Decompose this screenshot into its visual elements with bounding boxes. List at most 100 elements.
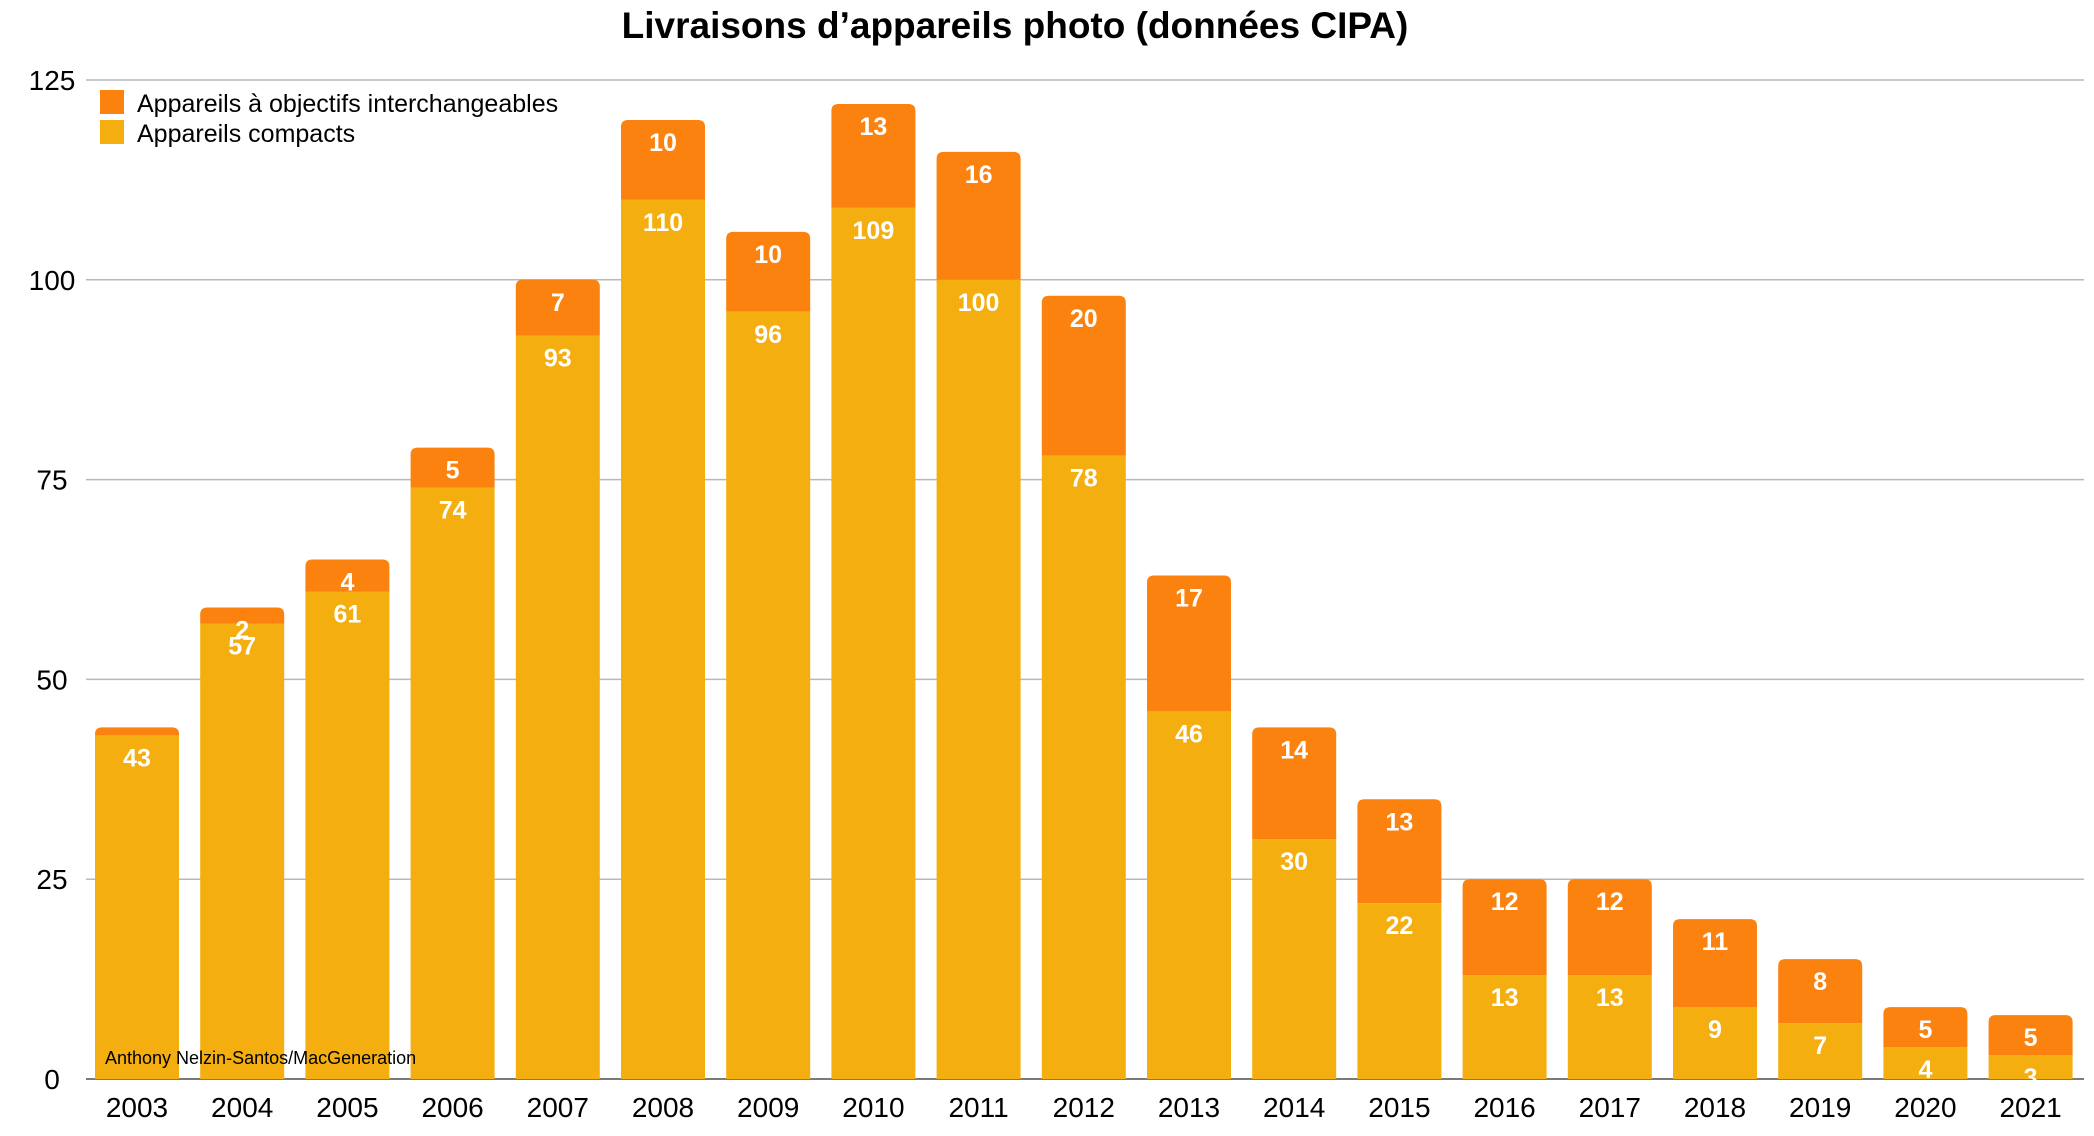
x-tick-label-2005: 2005	[316, 1092, 378, 1123]
bar-interchangeable-2009	[726, 231, 811, 312]
x-tick-label-2015: 2015	[1368, 1092, 1430, 1123]
bar-interchangeable-2005	[305, 559, 390, 592]
value-label-interchangeable-2015: 13	[1385, 808, 1413, 836]
value-label-interchangeable-2005: 4	[340, 569, 354, 597]
x-tick-label-2018: 2018	[1684, 1092, 1746, 1123]
bar-compact-2017	[1567, 975, 1652, 1079]
bar-compact-2016	[1462, 975, 1547, 1079]
value-label-compact-2020: 4	[1918, 1056, 1932, 1084]
bar-interchangeable-2017	[1567, 879, 1652, 976]
bar-interchangeable-2013	[1147, 575, 1231, 712]
x-tick-label-2013: 2013	[1158, 1092, 1220, 1123]
x-tick-label-2012: 2012	[1053, 1092, 1115, 1123]
value-label-interchangeable-2013: 17	[1175, 585, 1203, 613]
x-tick-label-2003: 2003	[106, 1092, 168, 1123]
value-label-interchangeable-2021: 5	[2024, 1024, 2038, 1052]
bar-compact-2008	[621, 199, 705, 1079]
bar-interchangeable-2003	[95, 727, 179, 736]
bar-compact-2018	[1673, 1007, 1757, 1079]
legend-label-interchangeable: Appareils à objectifs interchangeables	[137, 90, 558, 118]
bar-interchangeable-2012	[1041, 295, 1126, 456]
x-tick-label-2019: 2019	[1789, 1092, 1851, 1123]
bar-interchangeable-2010	[831, 103, 916, 208]
y-tick-label-25: 25	[36, 864, 67, 895]
bar-compact-2014	[1252, 839, 1337, 1079]
y-tick-label-50: 50	[36, 664, 67, 695]
y-tick-label-125: 125	[29, 65, 76, 96]
bar-interchangeable-2015	[1357, 799, 1442, 904]
value-label-interchangeable-2020: 5	[1918, 1016, 1932, 1044]
bar-compact-2012	[1041, 455, 1126, 1079]
bar-compact-2009	[726, 311, 811, 1079]
x-tick-label-2017: 2017	[1579, 1092, 1641, 1123]
bar-compact-2007	[515, 335, 600, 1079]
bar-compact-2003	[95, 735, 179, 1079]
value-label-compact-2005: 61	[333, 600, 361, 628]
value-label-compact-2014: 30	[1280, 848, 1308, 876]
bar-interchangeable-2020	[1883, 1007, 1968, 1048]
bar-compact-2005	[305, 591, 390, 1079]
value-label-compact-2013: 46	[1175, 720, 1203, 748]
value-label-compact-2006: 74	[439, 497, 467, 525]
credit-annotation: Anthony Nelzin-Santos/MacGeneration	[105, 1048, 416, 1068]
x-tick-label-2010: 2010	[842, 1092, 904, 1123]
value-label-interchangeable-2011: 16	[965, 161, 993, 189]
bar-interchangeable-2007	[515, 279, 600, 336]
y-tick-label-0: 0	[44, 1064, 60, 1095]
value-label-compact-2010: 109	[853, 217, 895, 245]
value-label-compact-2003: 43	[123, 744, 151, 772]
x-tick-label-2009: 2009	[737, 1092, 799, 1123]
x-tick-label-2014: 2014	[1263, 1092, 1325, 1123]
bar-compact-2021	[1988, 1055, 2073, 1079]
bar-compact-2010	[831, 207, 916, 1079]
value-label-compact-2017: 13	[1596, 984, 1624, 1012]
x-tick-label-2007: 2007	[527, 1092, 589, 1123]
bar-interchangeable-2021	[1988, 1015, 2073, 1056]
y-axis-tick-labels: 0 25 50 75 100 125	[29, 65, 76, 1095]
bar-compact-2004	[200, 623, 285, 1079]
value-label-compact-2004: 57	[228, 632, 256, 660]
x-tick-label-2004: 2004	[211, 1092, 273, 1123]
value-label-interchangeable-2016: 12	[1491, 888, 1519, 916]
bar-compact-2006	[410, 487, 495, 1079]
value-label-interchangeable-2010: 13	[859, 113, 887, 141]
value-label-compact-2012: 78	[1070, 465, 1098, 493]
bar-compact-2020	[1883, 1047, 1968, 1079]
value-label-interchangeable-2018: 11	[1702, 928, 1729, 956]
value-label-interchangeable-2019: 8	[1813, 968, 1827, 996]
bar-interchangeable-2018	[1673, 919, 1757, 1008]
chart-title: Livraisons d’appareils photo (données CI…	[622, 5, 1409, 46]
bar-value-labels: 4357261474593711010961010913100167820461…	[123, 113, 2038, 1092]
value-label-interchangeable-2017: 12	[1596, 888, 1624, 916]
value-label-interchangeable-2006: 5	[446, 457, 460, 485]
value-label-compact-2008: 110	[643, 209, 683, 237]
value-label-interchangeable-2009: 10	[754, 241, 782, 269]
y-tick-label-100: 100	[29, 265, 76, 296]
value-label-compact-2016: 13	[1491, 984, 1519, 1012]
bar-compact-2013	[1147, 711, 1231, 1079]
x-tick-label-2008: 2008	[632, 1092, 694, 1123]
bar-compact-2015	[1357, 903, 1442, 1079]
value-label-compact-2021: 3	[2024, 1064, 2038, 1092]
bars	[95, 103, 2073, 1079]
value-label-interchangeable-2007: 7	[551, 289, 565, 317]
bar-interchangeable-2011	[936, 151, 1021, 280]
bar-compact-2011	[936, 279, 1021, 1079]
value-label-interchangeable-2008: 10	[649, 129, 677, 157]
x-tick-label-2016: 2016	[1473, 1092, 1535, 1123]
value-label-interchangeable-2012: 20	[1070, 305, 1098, 333]
bar-interchangeable-2004	[200, 607, 285, 624]
value-label-compact-2015: 22	[1385, 912, 1413, 940]
value-label-compact-2019: 7	[1813, 1032, 1827, 1060]
legend-swatch-interchangeable	[100, 90, 124, 114]
value-label-interchangeable-2004: 2	[235, 616, 249, 644]
x-tick-label-2011: 2011	[948, 1092, 1008, 1123]
value-label-compact-2007: 93	[544, 345, 572, 373]
x-axis-tick-labels: 2003 2004 2005 2006 2007 2008 2009 2010 2011 2012…	[106, 1092, 2062, 1123]
x-tick-label-2020: 2020	[1894, 1092, 1956, 1123]
legend: Appareils à objectifs interchangeables A…	[100, 90, 558, 148]
bar-interchangeable-2016	[1462, 879, 1547, 976]
bar-compact-2019	[1778, 1023, 1863, 1079]
legend-swatch-compact	[100, 120, 124, 144]
